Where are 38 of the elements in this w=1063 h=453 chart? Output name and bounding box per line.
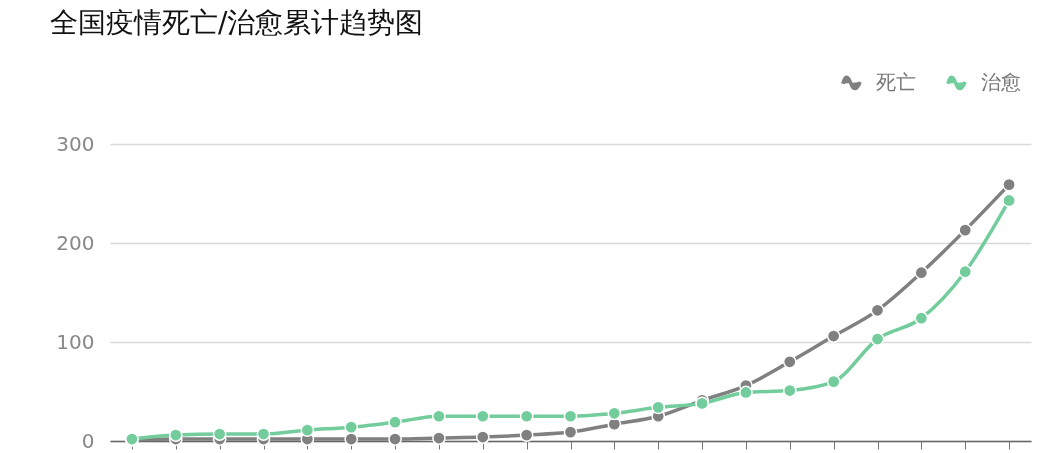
point <box>388 432 402 446</box>
point <box>563 409 578 424</box>
y-tick-label: 100 <box>56 329 95 354</box>
point <box>519 409 534 424</box>
chart-title: 全国疫情死亡/治愈累计趋势图 <box>50 6 424 39</box>
point <box>782 354 797 369</box>
point <box>782 383 797 398</box>
point <box>1002 193 1016 208</box>
point <box>475 409 490 424</box>
point <box>914 311 929 326</box>
point <box>212 427 227 441</box>
point <box>651 400 666 415</box>
point <box>1002 177 1016 192</box>
y-tick-label: 300 <box>56 131 95 156</box>
point <box>870 332 885 346</box>
point <box>344 432 359 446</box>
point <box>870 303 885 318</box>
point <box>388 415 402 430</box>
point <box>344 420 359 434</box>
point <box>607 406 622 421</box>
legend-label: 治愈 <box>981 69 1021 94</box>
point <box>958 264 973 279</box>
point <box>432 431 446 445</box>
point <box>563 425 578 439</box>
point <box>826 329 841 343</box>
point <box>519 428 534 442</box>
point <box>475 430 490 444</box>
point <box>826 374 841 389</box>
y-tick-label: 200 <box>56 230 95 255</box>
point <box>256 427 271 441</box>
point <box>300 423 315 437</box>
point <box>739 385 753 400</box>
point <box>958 223 973 237</box>
y-tick-label: 0 <box>81 428 95 453</box>
point <box>168 428 183 442</box>
point <box>432 409 446 424</box>
point <box>914 265 929 280</box>
legend-label: 死亡 <box>876 69 916 94</box>
